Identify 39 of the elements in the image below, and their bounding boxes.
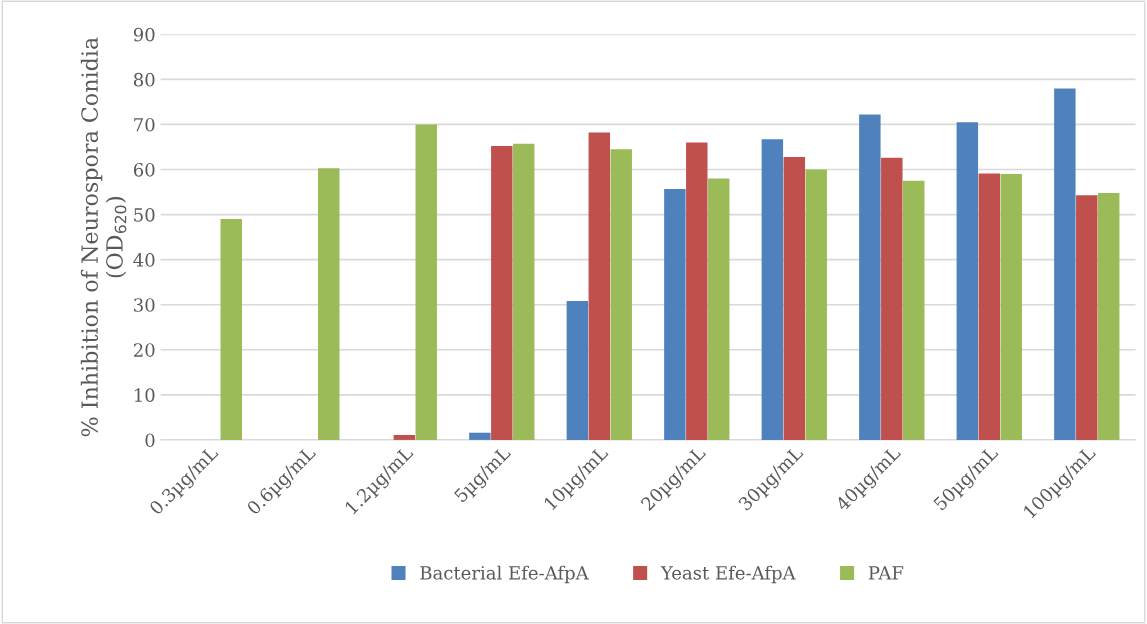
y-tick-label: 20 <box>133 343 155 357</box>
bar <box>903 180 925 440</box>
y-tick-label: 60 <box>133 162 155 177</box>
bar <box>761 139 784 440</box>
bar <box>1076 195 1098 440</box>
bar <box>956 122 979 440</box>
y-tick-label: 90 <box>133 27 155 42</box>
bar <box>805 169 827 440</box>
bar <box>513 143 535 440</box>
bar <box>664 188 686 440</box>
bar <box>1000 174 1022 440</box>
bar <box>588 132 611 440</box>
legend-label: Yeast Efe-AfpA <box>660 565 796 584</box>
y-tick-label: 70 <box>134 117 155 132</box>
bar <box>220 219 242 440</box>
y-axis-title: % Inhibition of Neurospora Conidia (OD$_{620}$) <box>80 37 127 437</box>
bar <box>469 432 491 440</box>
bar <box>783 156 806 440</box>
y-tick-label: 80 <box>133 72 155 87</box>
bar <box>881 157 903 440</box>
bar <box>491 146 513 440</box>
bar <box>686 142 708 440</box>
legend-label: Bacterial Efe-AfpA <box>420 565 589 584</box>
y-tick-label: 50 <box>134 208 155 222</box>
bar <box>415 124 437 440</box>
bar <box>318 168 340 440</box>
y-tick-label: 0 <box>145 433 155 448</box>
legend-label: PAF <box>868 566 904 580</box>
bar <box>610 149 632 440</box>
bar <box>566 301 589 440</box>
bar <box>1097 192 1120 440</box>
y-tick-label: 40 <box>133 253 155 267</box>
bar <box>859 114 881 440</box>
bar <box>1054 88 1076 440</box>
bar <box>393 434 416 440</box>
bar <box>978 173 1001 440</box>
bar <box>708 178 730 440</box>
y-tick-label: 30 <box>134 298 155 312</box>
y-tick-label: 10 <box>134 388 155 402</box>
